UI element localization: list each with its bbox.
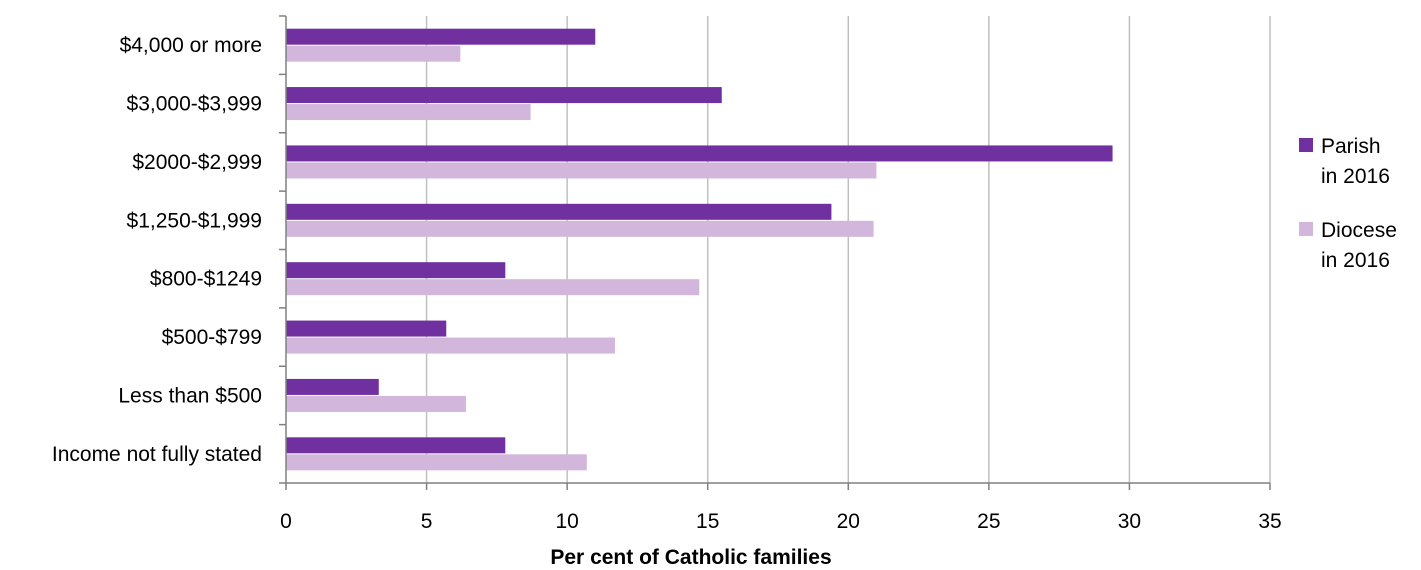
axes <box>279 15 1271 490</box>
bar-parish <box>286 145 1113 162</box>
x-tick-label: 5 <box>421 510 433 533</box>
bar-diocese <box>286 45 461 62</box>
legend-label: Diocese <box>1321 219 1397 242</box>
bar-parish <box>286 87 722 104</box>
x-tick-label: 20 <box>837 510 860 533</box>
bars <box>286 28 1113 471</box>
category-label: $3,000-$3,999 <box>127 93 262 116</box>
category-label: $4,000 or more <box>120 34 262 57</box>
category-label: $2000-$2,999 <box>132 151 262 174</box>
legend-label: in 2016 <box>1321 249 1390 272</box>
bar-parish <box>286 203 832 220</box>
bar-diocese <box>286 279 700 296</box>
legend-swatch <box>1299 138 1313 152</box>
legend-label: Parish <box>1321 135 1381 158</box>
category-label: $800-$1249 <box>150 268 262 291</box>
gridlines <box>425 16 1271 483</box>
bar-parish <box>286 378 379 395</box>
x-tick-label: 25 <box>977 510 1000 533</box>
x-tick-label: 0 <box>280 510 292 533</box>
legend: Parish in 2016 Diocese in 2016 <box>1299 135 1397 272</box>
category-label: Income not fully stated <box>52 443 262 466</box>
bar-diocese <box>286 395 466 412</box>
bar-diocese <box>286 104 531 121</box>
x-axis-title: Per cent of Catholic families <box>550 546 831 569</box>
bar-diocese <box>286 220 874 237</box>
x-tick-labels: 0 5 10 15 20 25 30 35 <box>280 510 1282 533</box>
bar-parish <box>286 262 506 279</box>
category-label: $1,250-$1,999 <box>127 209 262 232</box>
bar-parish <box>286 437 506 454</box>
legend-swatch <box>1299 222 1313 236</box>
x-tick-label: 30 <box>1118 510 1141 533</box>
category-label: $500-$799 <box>162 326 262 349</box>
bar-parish <box>286 320 447 337</box>
bar-diocese <box>286 162 877 179</box>
bar-diocese <box>286 337 615 354</box>
bar-diocese <box>286 454 587 471</box>
x-tick-label: 15 <box>696 510 719 533</box>
category-label: Less than $500 <box>118 384 262 407</box>
category-labels: $4,000 or more $3,000-$3,999 $2000-$2,999 $… <box>52 34 262 466</box>
x-tick-label: 35 <box>1258 510 1281 533</box>
bar-parish <box>286 28 596 45</box>
x-tick-label: 10 <box>555 510 578 533</box>
legend-label: in 2016 <box>1321 165 1390 188</box>
